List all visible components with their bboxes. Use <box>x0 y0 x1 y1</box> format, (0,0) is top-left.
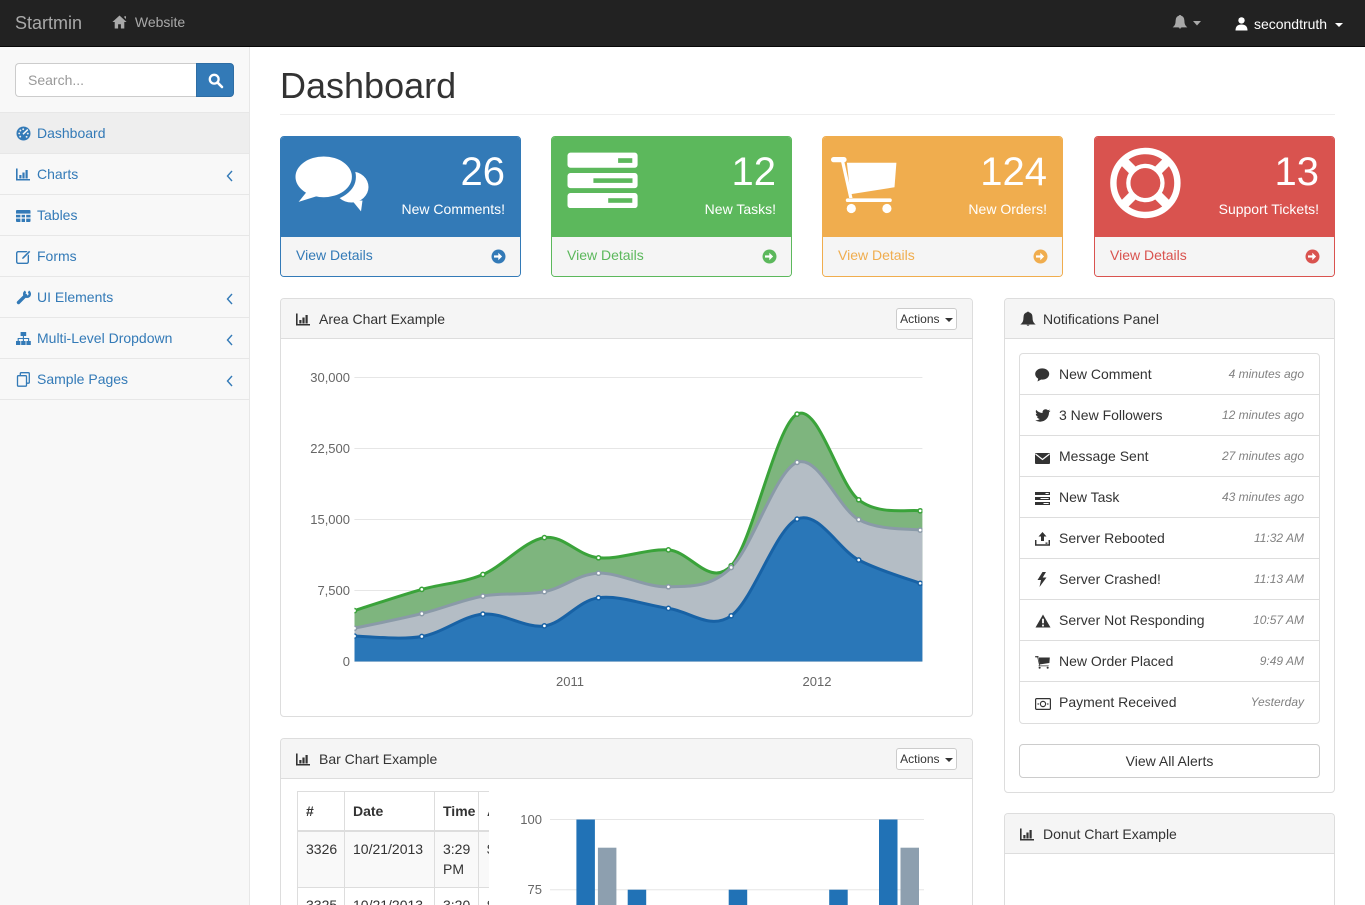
svg-text:0: 0 <box>343 654 350 669</box>
svg-text:2011: 2011 <box>556 674 584 689</box>
svg-text:15,000: 15,000 <box>310 512 350 527</box>
svg-text:75: 75 <box>528 882 542 897</box>
svg-text:30,000: 30,000 <box>310 370 350 385</box>
svg-text:7,500: 7,500 <box>317 583 350 598</box>
svg-text:22,500: 22,500 <box>310 441 350 456</box>
svg-text:100: 100 <box>520 812 542 827</box>
svg-text:2012: 2012 <box>803 674 832 689</box>
